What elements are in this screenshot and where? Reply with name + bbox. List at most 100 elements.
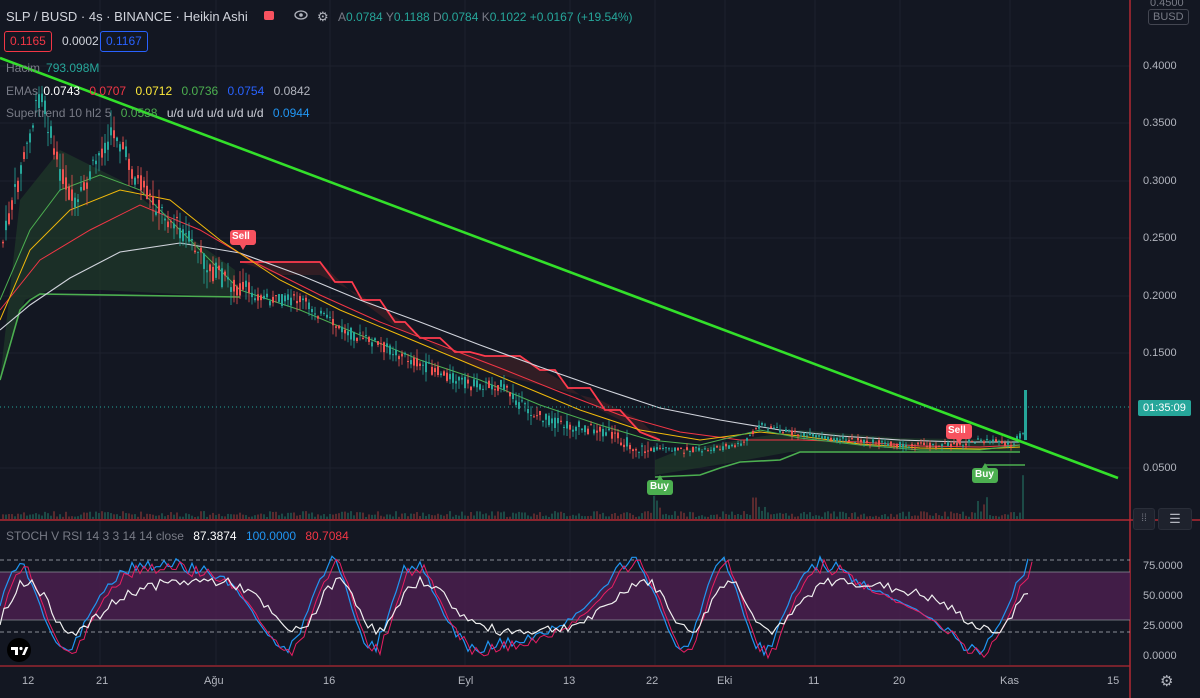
volume-bar [845,513,847,519]
candle [245,280,247,287]
volume-bar [881,514,883,519]
volume-bar [95,511,97,519]
volume-bar [839,511,841,519]
candle [368,336,370,342]
settings-gear-icon[interactable]: ⚙ [1160,673,1174,690]
stoch-rsi-pane[interactable] [0,555,1130,660]
alert-dot-icon[interactable] [264,11,274,20]
buy-price-button[interactable]: 0.1167 [100,31,148,52]
candle [410,360,412,365]
price-axis-label: 0.3000 [1143,175,1177,187]
drag-handle-icon[interactable]: ⁞⁞ [1133,508,1155,530]
gear-icon[interactable]: ⚙ [317,9,329,24]
candle [173,223,175,229]
stoch-k-line [0,555,1029,657]
volume-bar [227,513,229,519]
volume-bar [440,514,442,519]
volume-bar [944,511,946,519]
stoch-legend[interactable]: STOCH V RSI 14 3 3 14 14 close 87.3874 1… [6,529,349,543]
volume-bar [575,515,577,519]
candle [572,429,574,432]
candle [476,380,478,388]
candle [548,415,550,426]
volume-bar [914,515,916,519]
candle [305,297,307,302]
candle [254,298,256,301]
volume-bar [905,516,907,519]
candle [191,239,193,241]
volume-bar [533,513,535,519]
candle [239,283,241,296]
osc-axis-label: 50.0000 [1143,590,1183,602]
candle-countdown: 01:35:09 [1138,400,1191,416]
volume-bar [974,512,976,519]
candle [218,265,220,270]
buy-signal-1 [647,475,673,495]
time-axis-label: Eki [717,675,733,687]
volume-bar [869,516,871,519]
tradingview-logo-icon[interactable] [4,638,34,662]
emas-legend[interactable]: EMAs 0.0743 0.0707 0.0712 0.0736 0.0754 … [6,84,311,98]
volume-bar [911,516,913,519]
candle [236,286,238,296]
volume-bar [860,514,862,519]
candle [272,296,274,303]
volume-bar [647,511,649,519]
volume-bar [953,513,955,519]
volume-bar [941,516,943,519]
volume-bar [17,513,19,519]
candle [200,247,202,253]
sell-price-button[interactable]: 0.1165 [4,31,52,52]
volume-bar [113,514,115,519]
volume-bar [599,514,601,519]
volume-bar [29,514,31,519]
candle [668,448,670,450]
candle [914,447,916,449]
candle [257,294,259,301]
volume-bar [146,513,148,519]
volume-bar [512,512,514,519]
candle [773,427,775,429]
volume-bar [410,513,412,519]
candle [887,443,889,446]
volume-bar [638,516,640,519]
candle [989,441,991,444]
candle [449,373,451,380]
time-axis-label: 16 [323,675,336,687]
candle [710,449,712,451]
candle [749,435,751,437]
main-chart[interactable] [0,0,1130,665]
volume-bar [446,514,448,519]
volume-bar [1007,514,1009,519]
volume-bar [341,511,343,519]
volume-bar [791,513,793,519]
volume-legend[interactable]: Hacim 793.098M [6,61,100,75]
candle [287,294,289,300]
volume-bar [317,514,319,519]
volume-bar [245,515,247,519]
candle [944,442,946,444]
volume-bar [176,512,178,519]
candle [281,294,283,306]
eye-icon[interactable] [294,9,308,21]
chart-title[interactable]: SLP / BUSD · 4s · BINANCE · Heikin Ashi [6,9,248,24]
candle [137,175,139,179]
volume-bar [758,506,760,519]
candle [800,435,802,437]
volume-bar [50,515,52,519]
candle [92,159,94,161]
currency-badge[interactable]: BUSD [1148,9,1189,25]
candle [950,443,952,447]
volume-bar [422,512,424,519]
supertrend-legend[interactable]: Supertrend 10 hl2 5 0.0538 u/d u/d u/d u… [6,106,310,120]
candle [980,439,982,441]
volume-bars [2,475,1024,519]
settings-sliders-icon[interactable]: ☰ [1158,508,1192,530]
volume-bar [692,512,694,519]
volume-bar [365,516,367,519]
candle [848,439,850,442]
volume-bar [329,513,331,519]
candle [902,443,904,448]
volume-bar [539,512,541,519]
candle [266,293,268,298]
